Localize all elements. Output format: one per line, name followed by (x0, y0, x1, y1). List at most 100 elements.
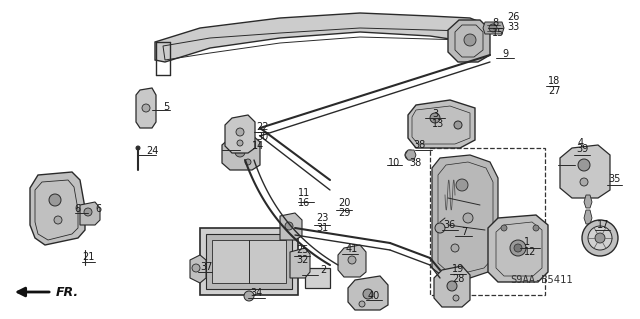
Text: 5: 5 (163, 102, 169, 112)
Text: 1: 1 (524, 237, 530, 247)
Polygon shape (222, 135, 260, 170)
Polygon shape (560, 145, 610, 198)
Text: 2: 2 (320, 265, 326, 275)
Polygon shape (448, 20, 490, 62)
Circle shape (237, 140, 243, 146)
Text: 25: 25 (296, 245, 308, 255)
Text: 11: 11 (298, 188, 310, 198)
Text: S9AA-B5411: S9AA-B5411 (510, 275, 573, 285)
Polygon shape (405, 150, 416, 160)
Text: 37: 37 (200, 262, 212, 272)
Text: 6: 6 (74, 204, 80, 214)
Circle shape (464, 34, 476, 46)
Polygon shape (584, 195, 592, 208)
Text: 35: 35 (608, 174, 620, 184)
Polygon shape (408, 100, 475, 148)
Circle shape (359, 301, 365, 307)
Text: 29: 29 (338, 208, 350, 218)
Text: 19: 19 (452, 264, 464, 274)
Text: 9: 9 (502, 49, 508, 59)
Circle shape (405, 150, 415, 160)
Text: 28: 28 (452, 274, 465, 284)
Text: 12: 12 (524, 247, 536, 257)
Circle shape (192, 264, 200, 272)
Text: 40: 40 (368, 291, 380, 301)
Text: 31: 31 (316, 223, 328, 233)
Polygon shape (190, 255, 206, 283)
Polygon shape (80, 202, 100, 225)
Circle shape (142, 104, 150, 112)
Text: 24: 24 (146, 146, 158, 156)
Circle shape (489, 24, 497, 32)
Circle shape (348, 256, 356, 264)
Text: 26: 26 (507, 12, 520, 22)
Circle shape (582, 220, 618, 256)
Text: 16: 16 (298, 198, 310, 208)
Text: 36: 36 (443, 220, 455, 230)
Polygon shape (488, 215, 548, 282)
Polygon shape (136, 88, 156, 128)
Polygon shape (338, 245, 366, 277)
Polygon shape (290, 248, 310, 278)
Polygon shape (280, 213, 302, 240)
Polygon shape (305, 268, 330, 288)
Text: 41: 41 (346, 244, 358, 254)
Circle shape (363, 289, 373, 299)
Text: 18: 18 (548, 76, 560, 86)
Polygon shape (212, 240, 286, 283)
Text: 10: 10 (388, 158, 400, 168)
Circle shape (245, 159, 251, 165)
Text: FR.: FR. (56, 286, 79, 299)
Polygon shape (225, 115, 255, 153)
Circle shape (588, 226, 612, 250)
Circle shape (453, 295, 459, 301)
Circle shape (463, 213, 473, 223)
Circle shape (501, 225, 507, 231)
Text: 38: 38 (413, 140, 425, 150)
Circle shape (595, 233, 605, 243)
Text: 17: 17 (597, 220, 609, 230)
Circle shape (136, 146, 140, 150)
Polygon shape (348, 276, 388, 310)
Text: 22: 22 (256, 122, 269, 132)
Polygon shape (584, 210, 592, 224)
Text: 7: 7 (461, 227, 467, 237)
Text: 8: 8 (492, 18, 498, 28)
Text: 33: 33 (507, 22, 519, 32)
Polygon shape (434, 266, 470, 307)
Text: 38: 38 (409, 158, 421, 168)
Text: 27: 27 (548, 86, 561, 96)
Text: 14: 14 (252, 141, 264, 151)
Text: 6: 6 (95, 204, 101, 214)
Circle shape (451, 244, 459, 252)
Text: 3: 3 (432, 109, 438, 119)
Polygon shape (483, 22, 504, 34)
Circle shape (447, 281, 457, 291)
Circle shape (49, 194, 61, 206)
Text: 39: 39 (576, 144, 588, 154)
Polygon shape (155, 13, 480, 62)
Circle shape (510, 240, 526, 256)
Circle shape (435, 223, 445, 233)
Circle shape (430, 113, 440, 123)
Text: 4: 4 (578, 138, 584, 148)
Text: 13: 13 (432, 119, 444, 129)
Circle shape (236, 128, 244, 136)
Polygon shape (206, 234, 292, 289)
Circle shape (235, 147, 245, 157)
Circle shape (514, 244, 522, 252)
Circle shape (84, 208, 92, 216)
Text: 34: 34 (250, 288, 262, 298)
Circle shape (456, 179, 468, 191)
Circle shape (285, 222, 293, 230)
Text: 30: 30 (256, 132, 268, 142)
Text: 32: 32 (296, 255, 308, 265)
Circle shape (533, 225, 539, 231)
Text: 23: 23 (316, 213, 328, 223)
Text: 21: 21 (82, 252, 94, 262)
Circle shape (578, 159, 590, 171)
Circle shape (454, 121, 462, 129)
Polygon shape (30, 172, 85, 245)
Bar (430, 148, 545, 295)
Text: 15: 15 (492, 28, 504, 38)
